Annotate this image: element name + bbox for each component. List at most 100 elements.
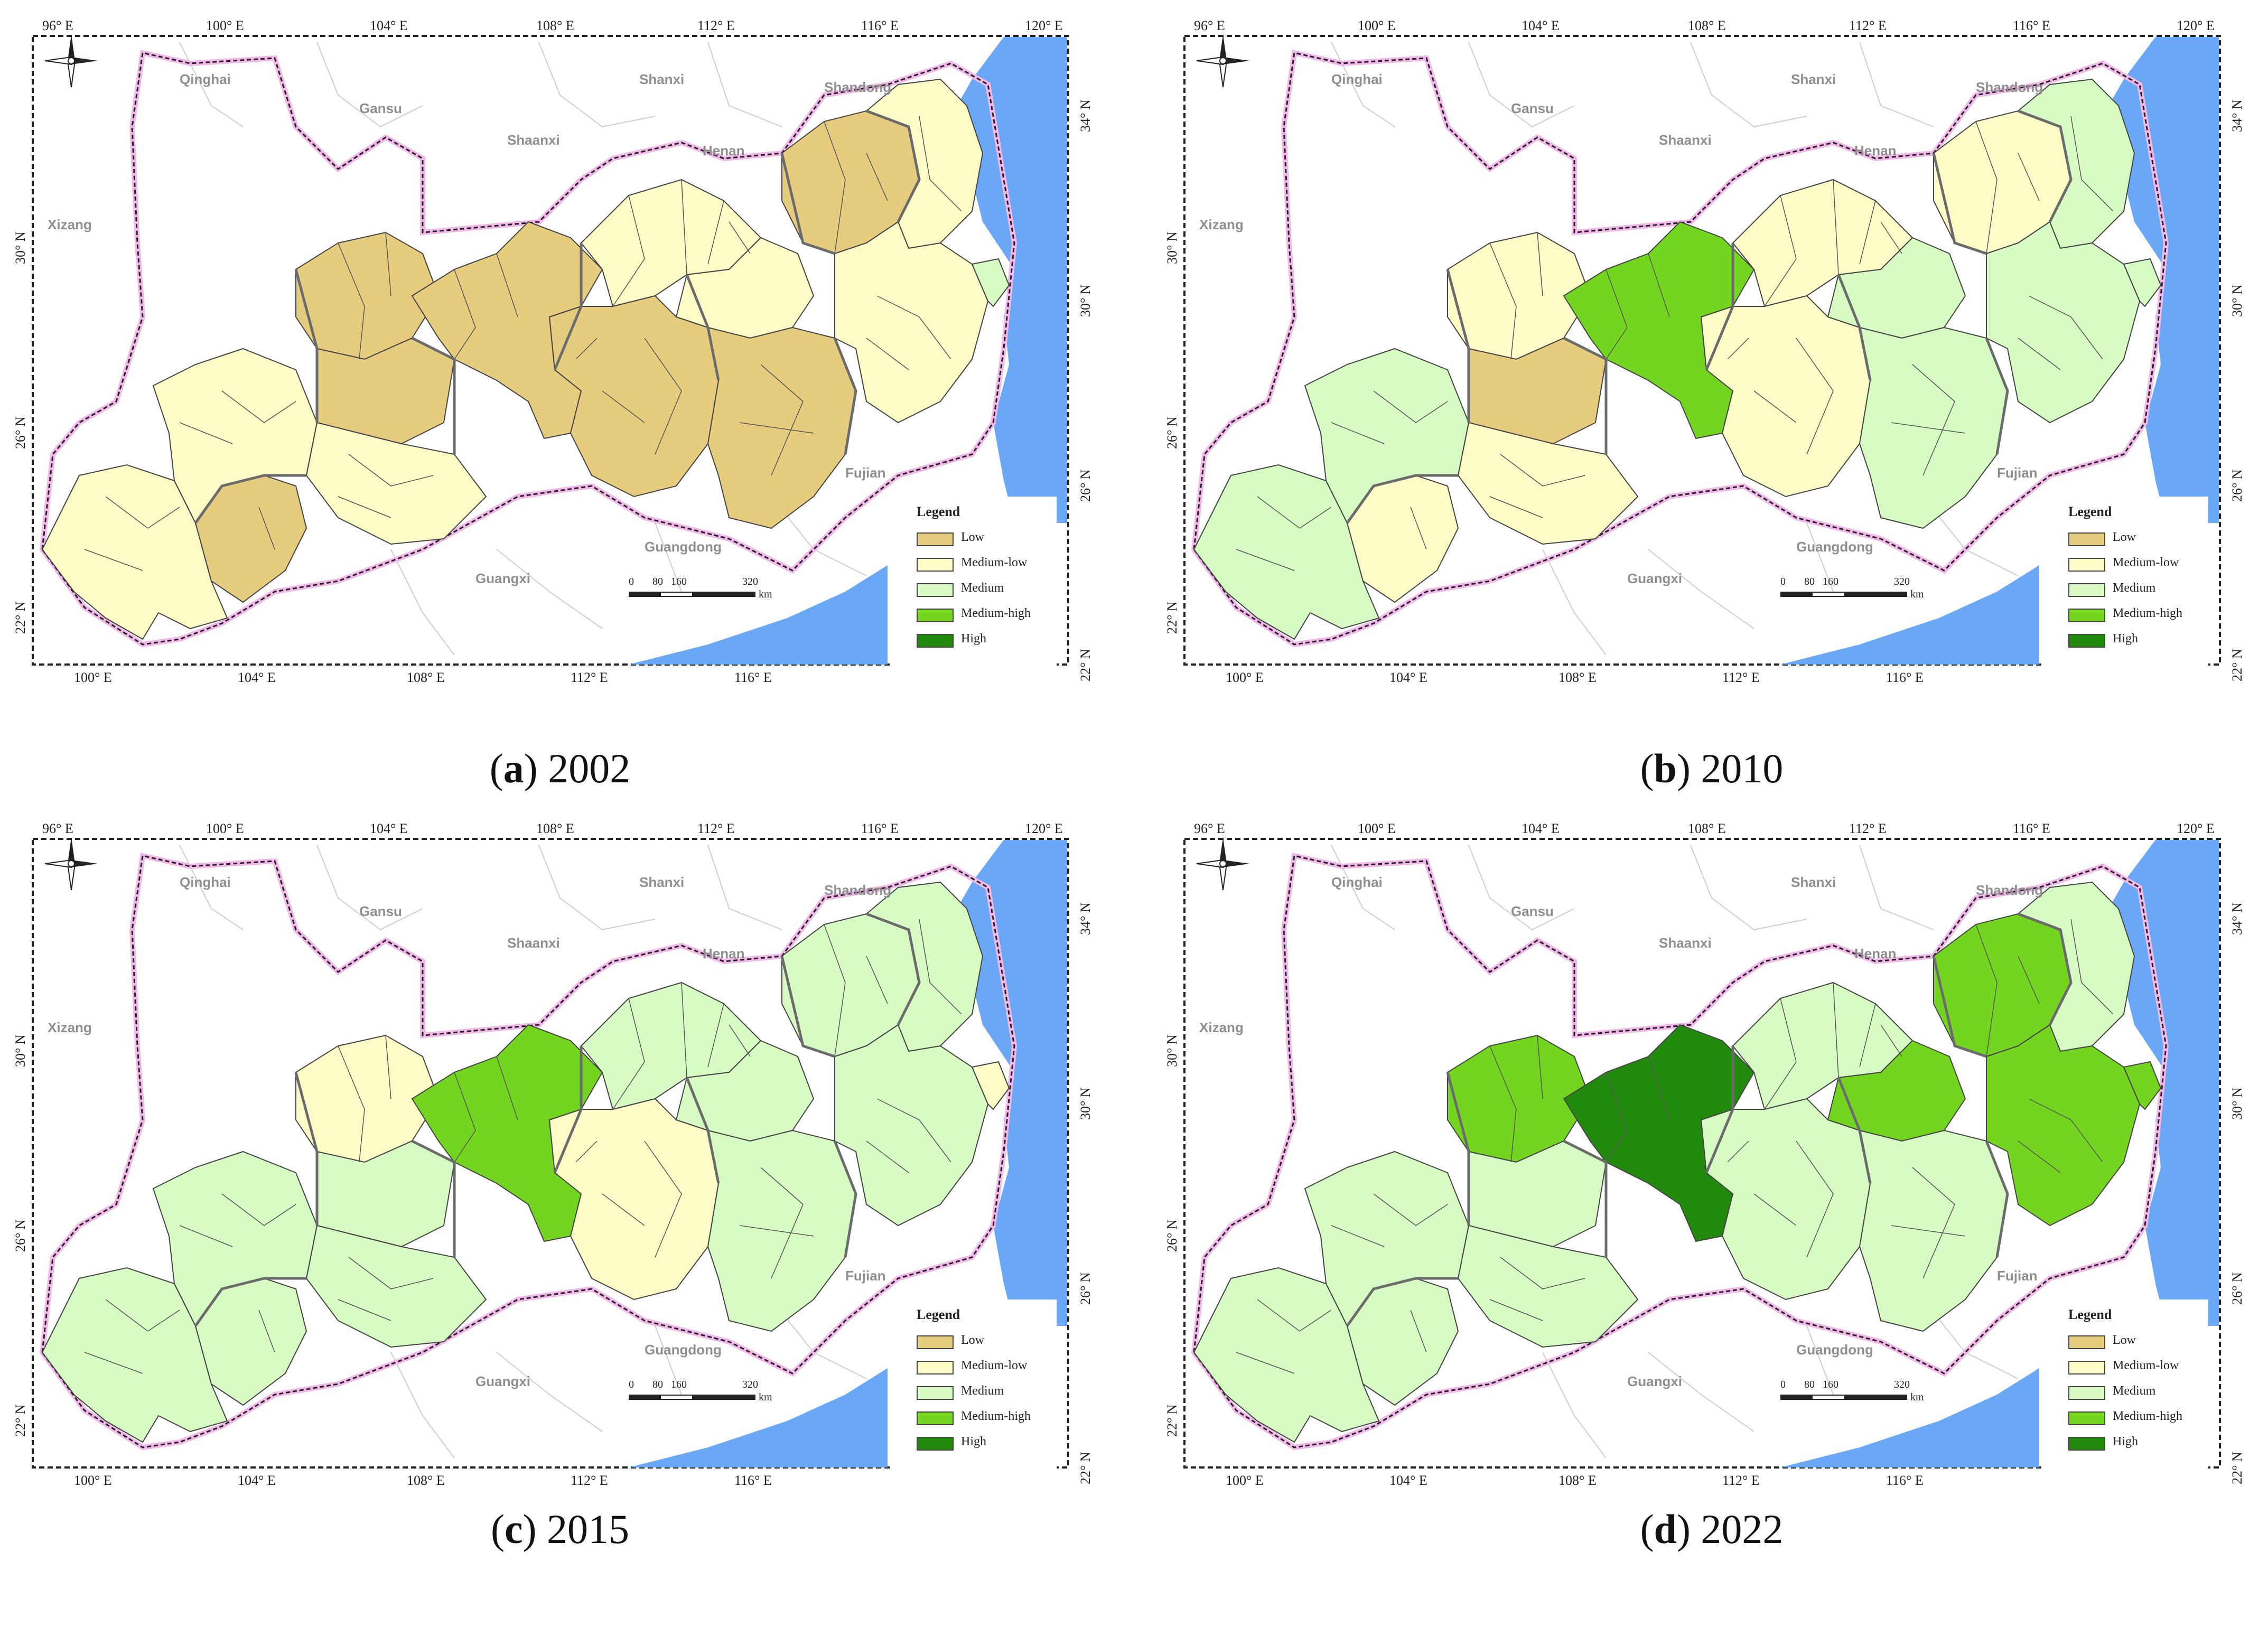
legend-swatch xyxy=(917,609,954,622)
top-longitude-tick: 108° E xyxy=(1688,18,1726,33)
sea-area-south xyxy=(629,1368,888,1467)
top-longitude-tick: 120° E xyxy=(1025,821,1063,836)
left-latitude-tick: 22° N xyxy=(13,601,28,634)
legend-label: Low xyxy=(2113,530,2136,544)
top-longitude-tick: 112° E xyxy=(697,18,735,33)
right-latitude-tick: 26° N xyxy=(2229,1272,2245,1305)
bottom-longitude-tick: 116° E xyxy=(734,670,772,685)
north-arrow-icon xyxy=(42,835,100,893)
province-label-xizang: Xizang xyxy=(1199,217,1244,232)
scale-label: 80 xyxy=(1804,1379,1815,1390)
map-svg xyxy=(32,838,1069,1469)
bottom-longitude-tick: 108° E xyxy=(407,1473,445,1488)
top-longitude-tick: 96° E xyxy=(42,821,73,836)
panel-year: 2022 xyxy=(1701,1506,1784,1552)
left-latitude-tick: 30° N xyxy=(1164,1034,1180,1067)
left-latitude-tick: 30° N xyxy=(13,1034,28,1067)
legend-swatch xyxy=(917,1411,954,1425)
scale-label: 80 xyxy=(652,576,663,587)
legend-swatch xyxy=(2068,634,2105,648)
legend-label: Low xyxy=(961,1333,984,1347)
legend: Legend Low Medium-low Medium Medium-high High xyxy=(2045,497,2208,687)
legend-item: Medium-high xyxy=(917,1407,1054,1428)
province-label-qinghai: Qinghai xyxy=(1331,71,1383,87)
legend-item: Medium xyxy=(917,1382,1054,1403)
province-label-fujian: Fujian xyxy=(845,1268,886,1284)
left-latitude-tick: 22° N xyxy=(13,1404,28,1437)
region-zhejiang xyxy=(1986,221,2141,424)
map-svg xyxy=(32,35,1069,666)
scale-bar: 0 80 160 320 km xyxy=(629,1379,808,1410)
region-hunan xyxy=(1700,1098,1871,1301)
legend-item: Medium xyxy=(2068,1382,2206,1403)
panel-letter: b xyxy=(1654,745,1677,791)
bottom-longitude-tick: 112° E xyxy=(1722,670,1760,685)
right-latitude-tick: 22° N xyxy=(1078,1452,1093,1484)
sea-area-south xyxy=(629,565,888,665)
scale-bar-line xyxy=(1780,1395,1907,1400)
map-panel-c: Qinghai Gansu Shanxi Shandong Shaanxi Henan Xi… xyxy=(13,821,1099,1627)
region-guizhou xyxy=(305,1224,487,1348)
region-shanghai xyxy=(2123,1061,2162,1110)
region-zhejiang xyxy=(834,1024,989,1227)
legend-label: Medium-low xyxy=(2113,1359,2179,1372)
legend-item: Low xyxy=(917,528,1054,549)
province-label-guangdong: Guangdong xyxy=(1796,1342,1873,1358)
legend-label: Medium xyxy=(961,581,1004,595)
top-longitude-tick: 100° E xyxy=(206,821,244,836)
province-label-xizang: Xizang xyxy=(48,1020,92,1035)
legend-item: Low xyxy=(917,1331,1054,1352)
top-longitude-tick: 96° E xyxy=(1194,821,1225,836)
panel-year: 2002 xyxy=(548,745,631,791)
scale-label: 0 xyxy=(1780,576,1786,587)
province-label-fujian: Fujian xyxy=(845,465,886,481)
county-dividers xyxy=(84,116,962,571)
region-hunan xyxy=(1700,295,1871,498)
study-area-boundary xyxy=(41,855,1015,1448)
region-jiangxi xyxy=(707,326,857,529)
legend-item: Medium-high xyxy=(2068,604,2206,625)
province-label-henan: Henan xyxy=(1854,946,1897,961)
left-latitude-tick: 26° N xyxy=(13,1219,28,1252)
province-label-henan: Henan xyxy=(703,143,745,158)
right-latitude-tick: 30° N xyxy=(2229,1087,2245,1120)
top-longitude-tick: 116° E xyxy=(861,821,899,836)
region-zhejiang xyxy=(834,221,989,424)
top-longitude-tick: 96° E xyxy=(42,18,73,33)
legend-title: Legend xyxy=(2068,1307,2112,1322)
province-label-shaanxi: Shaanxi xyxy=(507,132,560,148)
province-label-shanxi: Shanxi xyxy=(639,71,685,87)
province-label-fujian: Fujian xyxy=(1997,1268,2038,1284)
panel-caption: (b) 2010 xyxy=(1640,745,1784,791)
legend-label: Medium-high xyxy=(2113,606,2182,620)
legend-label: Medium-low xyxy=(2113,556,2179,569)
sea-area-south xyxy=(1780,1368,2039,1467)
region-shanghai xyxy=(2123,258,2162,307)
top-longitude-tick: 96° E xyxy=(1194,18,1225,33)
right-latitude-tick: 34° N xyxy=(1078,902,1093,935)
right-latitude-tick: 34° N xyxy=(2229,902,2245,935)
top-longitude-tick: 108° E xyxy=(536,18,574,33)
province-label-shandong: Shandong xyxy=(824,882,892,898)
top-longitude-tick: 104° E xyxy=(370,18,408,33)
legend-item: Low xyxy=(2068,1331,2206,1352)
right-latitude-tick: 26° N xyxy=(1078,469,1093,502)
top-longitude-tick: 112° E xyxy=(697,821,735,836)
legend-swatch xyxy=(2068,609,2105,622)
province-label-guangxi: Guangxi xyxy=(475,571,531,586)
legend-title: Legend xyxy=(917,1307,960,1322)
right-latitude-tick: 34° N xyxy=(1078,99,1093,132)
legend-swatch xyxy=(917,634,954,648)
legend-swatch xyxy=(917,558,954,572)
legend-item: Medium-low xyxy=(917,554,1054,575)
right-latitude-tick: 26° N xyxy=(2229,469,2245,502)
legend: Legend Low Medium-low Medium Medium-high High xyxy=(893,497,1057,687)
scale-unit: km xyxy=(1910,588,1924,600)
study-area-boundary xyxy=(41,52,1015,646)
legend-label: High xyxy=(2113,632,2138,646)
legend-item: High xyxy=(2068,1433,2206,1454)
legend-item: Medium xyxy=(2068,579,2206,600)
legend-label: Medium xyxy=(961,1384,1004,1398)
province-label-guangxi: Guangxi xyxy=(475,1373,531,1389)
province-label-shanxi: Shanxi xyxy=(1791,874,1836,890)
